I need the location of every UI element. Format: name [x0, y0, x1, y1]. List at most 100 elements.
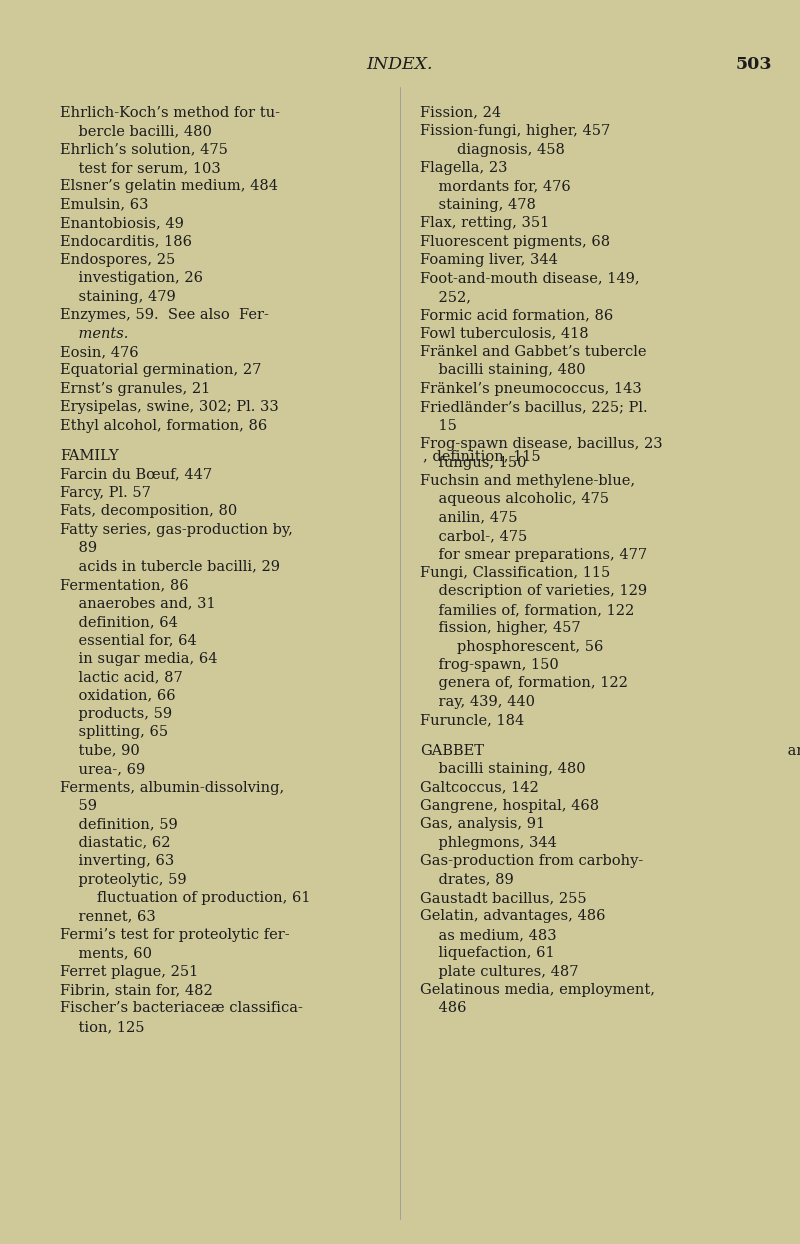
Text: phlegmons, 344: phlegmons, 344 — [420, 836, 557, 850]
Text: FAMILY: FAMILY — [60, 449, 118, 463]
Text: Frog-spawn disease, bacillus, 23: Frog-spawn disease, bacillus, 23 — [420, 437, 662, 452]
Text: Equatorial germination, 27: Equatorial germination, 27 — [60, 363, 262, 377]
Text: Erysipelas, swine, 302; Pl. 33: Erysipelas, swine, 302; Pl. 33 — [60, 401, 278, 414]
Text: definition, 59: definition, 59 — [60, 817, 178, 831]
Text: essential for, 64: essential for, 64 — [60, 633, 197, 647]
Text: aqueous alcoholic, 475: aqueous alcoholic, 475 — [420, 493, 609, 506]
Text: ments, 60: ments, 60 — [60, 947, 152, 960]
Text: in sugar media, 64: in sugar media, 64 — [60, 652, 218, 666]
Text: Fermentation, 86: Fermentation, 86 — [60, 578, 189, 592]
Text: fungus, 150: fungus, 150 — [420, 455, 526, 469]
Text: Enzymes, 59.  See also  Fer-: Enzymes, 59. See also Fer- — [60, 309, 269, 322]
Text: Enantobiosis, 49: Enantobiosis, 49 — [60, 216, 184, 230]
Text: GABBET: GABBET — [420, 744, 484, 758]
Text: Farcy, Pl. 57: Farcy, Pl. 57 — [60, 486, 151, 500]
Text: Ernst’s granules, 21: Ernst’s granules, 21 — [60, 382, 210, 396]
Text: , definition, 115: , definition, 115 — [423, 449, 541, 463]
Text: Endocarditis, 186: Endocarditis, 186 — [60, 235, 192, 249]
Text: tion, 125: tion, 125 — [60, 1020, 145, 1034]
Text: Fowl tuberculosis, 418: Fowl tuberculosis, 418 — [420, 327, 589, 341]
Text: investigation, 26: investigation, 26 — [60, 271, 203, 285]
Text: Fuchsin and methylene-blue,: Fuchsin and methylene-blue, — [420, 474, 635, 488]
Text: Ferments, albumin-dissolving,: Ferments, albumin-dissolving, — [60, 780, 284, 795]
Text: splitting, 65: splitting, 65 — [60, 725, 168, 739]
Text: anilin, 475: anilin, 475 — [420, 511, 518, 525]
Text: for smear preparations, 477: for smear preparations, 477 — [420, 547, 647, 561]
Text: frog-spawn, 150: frog-spawn, 150 — [420, 658, 558, 672]
Text: Fluorescent pigments, 68: Fluorescent pigments, 68 — [420, 235, 610, 249]
Text: Fermi’s test for proteolytic fer-: Fermi’s test for proteolytic fer- — [60, 928, 290, 942]
Text: Ehrlich-Koch’s method for tu-: Ehrlich-Koch’s method for tu- — [60, 106, 280, 119]
Text: diagnosis, 458: diagnosis, 458 — [420, 143, 565, 157]
Text: 89: 89 — [60, 541, 97, 555]
Text: Flagella, 23: Flagella, 23 — [420, 160, 507, 175]
Text: drates, 89: drates, 89 — [420, 872, 514, 887]
Text: description of varieties, 129: description of varieties, 129 — [420, 585, 647, 598]
Text: as medium, 483: as medium, 483 — [420, 928, 557, 942]
Text: 486: 486 — [420, 1001, 466, 1015]
Text: definition, 64: definition, 64 — [60, 615, 178, 628]
Text: Fränkel and Gabbet’s tubercle: Fränkel and Gabbet’s tubercle — [420, 345, 646, 360]
Text: Ehrlich’s solution, 475: Ehrlich’s solution, 475 — [60, 143, 228, 157]
Text: 15: 15 — [420, 419, 457, 433]
Text: Emulsin, 63: Emulsin, 63 — [60, 198, 149, 211]
Text: genera of, formation, 122: genera of, formation, 122 — [420, 677, 628, 690]
Text: families of, formation, 122: families of, formation, 122 — [420, 603, 634, 617]
Text: liquefaction, 61: liquefaction, 61 — [420, 947, 554, 960]
Text: Endospores, 25: Endospores, 25 — [60, 253, 175, 267]
Text: Fatty series, gas-production by,: Fatty series, gas-production by, — [60, 522, 293, 536]
Text: Ethyl alcohol, formation, 86: Ethyl alcohol, formation, 86 — [60, 419, 267, 433]
Text: Gaustadt bacillus, 255: Gaustadt bacillus, 255 — [420, 891, 586, 904]
Text: ments.: ments. — [60, 327, 128, 341]
Text: Foot-and-mouth disease, 149,: Foot-and-mouth disease, 149, — [420, 271, 640, 285]
Text: Ferret plague, 251: Ferret plague, 251 — [60, 964, 198, 979]
Text: Fibrin, stain for, 482: Fibrin, stain for, 482 — [60, 983, 213, 996]
Text: acids in tubercle bacilli, 29: acids in tubercle bacilli, 29 — [60, 560, 280, 573]
Text: Flax, retting, 351: Flax, retting, 351 — [420, 216, 550, 230]
Text: proteolytic, 59: proteolytic, 59 — [60, 872, 186, 887]
Text: Fungi, Classification, 115: Fungi, Classification, 115 — [420, 566, 610, 580]
Text: Foaming liver, 344: Foaming liver, 344 — [420, 253, 558, 267]
Text: Fats, decomposition, 80: Fats, decomposition, 80 — [60, 504, 238, 519]
Text: phosphorescent, 56: phosphorescent, 56 — [420, 639, 603, 653]
Text: and Fränkel’s tubercle: and Fränkel’s tubercle — [783, 744, 800, 758]
Text: Eosin, 476: Eosin, 476 — [60, 345, 138, 360]
Text: bacilli staining, 480: bacilli staining, 480 — [420, 763, 586, 776]
Text: Formic acid formation, 86: Formic acid formation, 86 — [420, 309, 614, 322]
Text: urea-, 69: urea-, 69 — [60, 763, 146, 776]
Text: oxidation, 66: oxidation, 66 — [60, 688, 176, 703]
Text: fluctuation of production, 61: fluctuation of production, 61 — [60, 891, 310, 904]
Text: tube, 90: tube, 90 — [60, 744, 140, 758]
Text: Farcin du Bœuf, 447: Farcin du Bœuf, 447 — [60, 468, 212, 481]
Text: staining, 479: staining, 479 — [60, 290, 176, 304]
Text: bercle bacilli, 480: bercle bacilli, 480 — [60, 124, 212, 138]
Text: 503: 503 — [735, 56, 772, 73]
Text: Gangrene, hospital, 468: Gangrene, hospital, 468 — [420, 799, 599, 812]
Text: 59: 59 — [60, 799, 97, 812]
Text: INDEX.: INDEX. — [366, 56, 434, 73]
Text: bacilli staining, 480: bacilli staining, 480 — [420, 363, 586, 377]
Text: Gas-production from carbohy-: Gas-production from carbohy- — [420, 855, 643, 868]
Text: carbol-, 475: carbol-, 475 — [420, 529, 527, 544]
Text: fission, higher, 457: fission, higher, 457 — [420, 621, 581, 636]
Text: Furuncle, 184: Furuncle, 184 — [420, 713, 524, 728]
Text: mordants for, 476: mordants for, 476 — [420, 179, 570, 193]
Text: Gas, analysis, 91: Gas, analysis, 91 — [420, 817, 545, 831]
Text: anaerobes and, 31: anaerobes and, 31 — [60, 596, 216, 611]
Text: staining, 478: staining, 478 — [420, 198, 536, 211]
Text: diastatic, 62: diastatic, 62 — [60, 836, 170, 850]
Text: Fission-fungi, higher, 457: Fission-fungi, higher, 457 — [420, 124, 610, 138]
Text: lactic acid, 87: lactic acid, 87 — [60, 671, 182, 684]
Text: 252,: 252, — [420, 290, 476, 304]
Text: rennet, 63: rennet, 63 — [60, 909, 156, 923]
Text: ray, 439, 440: ray, 439, 440 — [420, 695, 535, 709]
Text: test for serum, 103: test for serum, 103 — [60, 160, 221, 175]
Text: Galtcoccus, 142: Galtcoccus, 142 — [420, 780, 538, 795]
Text: Gelatinous media, employment,: Gelatinous media, employment, — [420, 983, 655, 996]
Text: Gelatin, advantages, 486: Gelatin, advantages, 486 — [420, 909, 606, 923]
Text: plate cultures, 487: plate cultures, 487 — [420, 964, 578, 979]
Text: Fission, 24: Fission, 24 — [420, 106, 501, 119]
Text: inverting, 63: inverting, 63 — [60, 855, 174, 868]
Text: Fränkel’s pneumococcus, 143: Fränkel’s pneumococcus, 143 — [420, 382, 642, 396]
Text: products, 59: products, 59 — [60, 707, 172, 720]
